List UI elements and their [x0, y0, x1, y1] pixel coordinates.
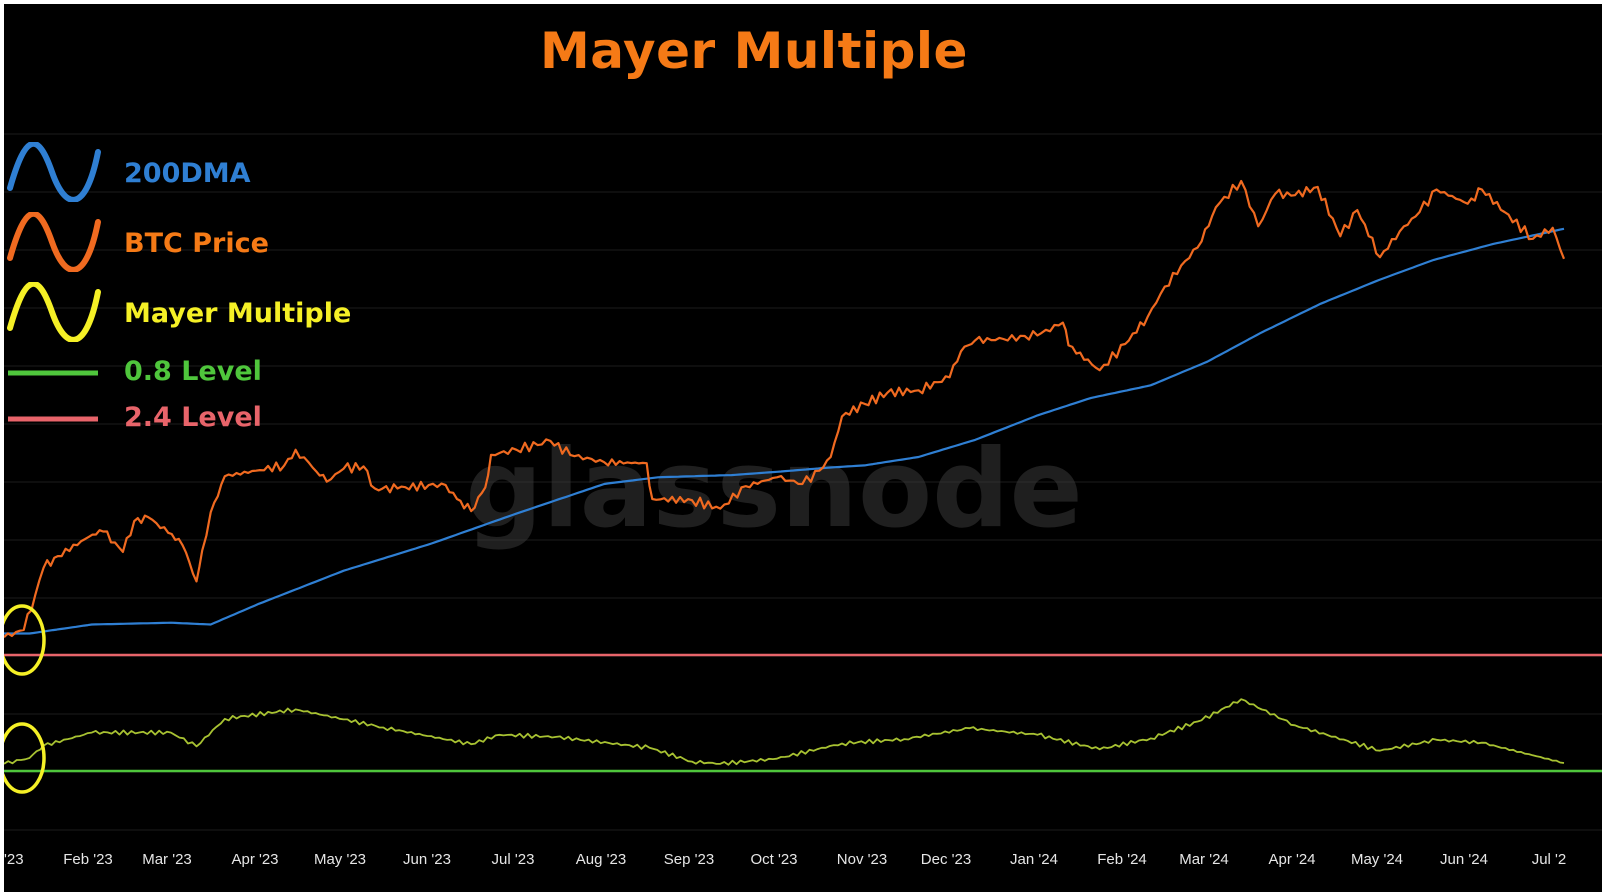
- x-tick-label: Sep '23: [664, 851, 714, 868]
- x-tick-label: '23: [4, 851, 24, 868]
- level-lines: [4, 653, 1602, 773]
- highlight-circle-1: [4, 722, 46, 794]
- mayer-multiple-chart: glassnode '23 Feb '23 Mar '23 Apr '23 May '2…: [4, 133, 1602, 868]
- x-tick-label: Apr '24: [1268, 851, 1315, 868]
- x-tick-label: Feb '24: [1097, 851, 1147, 868]
- x-tick-label: Mar '24: [1179, 851, 1229, 868]
- line-icon: [8, 370, 98, 376]
- x-tick-label: Dec '23: [921, 851, 971, 868]
- legend-item-0-8-level: 0.8 Level: [4, 348, 364, 408]
- x-tick-label: Aug '23: [576, 851, 626, 868]
- legend-item-btc-price: BTC Price: [4, 212, 364, 272]
- chart-title: Mayer Multiple: [540, 22, 968, 80]
- x-tick-label: Jul '2: [1532, 851, 1567, 868]
- line-icon: [8, 416, 98, 422]
- x-tick-label: Oct '23: [750, 851, 797, 868]
- wave-icon: [7, 212, 101, 272]
- legend-label-mayer-multiple: Mayer Multiple: [124, 298, 352, 329]
- legend-item-mayer-multiple: Mayer Multiple: [4, 282, 364, 342]
- series-line-btc-price: [4, 179, 1566, 638]
- series-line-200dma: [4, 227, 1565, 635]
- chart-frame: glassnode '23 Feb '23 Mar '23 Apr '23 May '2…: [4, 4, 1602, 892]
- x-tick-label: May '24: [1351, 851, 1403, 868]
- wave-icon: [7, 142, 101, 202]
- series-lines: [4, 179, 1566, 766]
- series-line-mayer-multiple: [4, 698, 1565, 766]
- x-tick-label: Jun '23: [403, 851, 451, 868]
- x-axis-ticks: '23 Feb '23 Mar '23 Apr '23 May '23 Jun '23 Ju…: [4, 851, 1566, 868]
- x-tick-label: Jul '23: [492, 851, 535, 868]
- x-tick-label: Jan '24: [1010, 851, 1058, 868]
- legend-label-2-4-level: 2.4 Level: [124, 402, 262, 433]
- x-tick-label: Mar '23: [142, 851, 192, 868]
- legend-item-2-4-level: 2.4 Level: [4, 394, 364, 454]
- legend-label-200dma: 200DMA: [124, 158, 251, 189]
- x-tick-label: May '23: [314, 851, 366, 868]
- legend: 200DMA BTC Price Mayer Multiple 0.8 Leve…: [4, 134, 364, 454]
- watermark: glassnode: [465, 427, 1082, 552]
- highlight-circle-0: [4, 604, 46, 676]
- legend-label-btc-price: BTC Price: [124, 228, 269, 259]
- x-tick-label: Jun '24: [1440, 851, 1488, 868]
- legend-label-0-8-level: 0.8 Level: [124, 356, 262, 387]
- legend-item-200dma: 200DMA: [4, 142, 364, 202]
- x-tick-label: Apr '23: [231, 851, 278, 868]
- annotations: [4, 604, 46, 794]
- x-tick-label: Nov '23: [837, 851, 887, 868]
- wave-icon: [7, 282, 101, 342]
- x-tick-label: Feb '23: [63, 851, 113, 868]
